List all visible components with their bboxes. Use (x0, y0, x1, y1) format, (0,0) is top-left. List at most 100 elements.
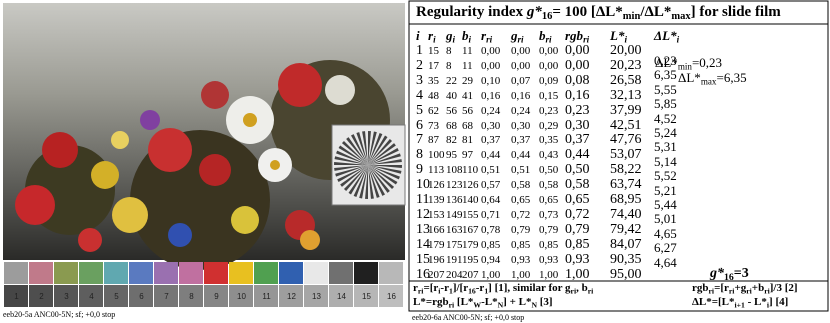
table-cell: 196 (428, 255, 445, 266)
delta-l-value: 5,14 (654, 155, 677, 168)
table-cell: 0,37 (511, 135, 530, 146)
text-run: i (433, 35, 436, 45)
table-cell: 207 (462, 270, 479, 281)
patch-label: 1 (14, 292, 19, 301)
table-cell: 100 (428, 150, 445, 161)
text-run: Regularity index (416, 4, 527, 20)
delta-max: ΔL*max=6,35 (678, 71, 747, 87)
table-cell: 11 (462, 46, 473, 57)
top-patch (204, 262, 228, 284)
table-cell: 204 (446, 270, 463, 281)
table-cell: 0,16 (511, 91, 530, 102)
table-cell: 0,72 (511, 210, 530, 221)
text-run: -r (440, 282, 449, 294)
table-cell: 195 (462, 255, 479, 266)
patch-label: 9 (214, 292, 219, 301)
table-cell: 0,73 (539, 210, 558, 221)
table-cell: 0,65 (565, 193, 590, 207)
table-cell: 32,13 (610, 89, 642, 103)
delta-l-value: 5,55 (654, 83, 677, 96)
table-cell: 26,58 (610, 74, 642, 88)
table-cell: 63,74 (610, 178, 642, 192)
table-cell: 0,00 (511, 61, 530, 72)
table-cell: 1,00 (511, 270, 530, 281)
text-run: [L* (454, 296, 473, 308)
patch-label: 14 (337, 292, 346, 301)
text-run: ] [4] (769, 296, 788, 308)
table-cell: 0,93 (511, 255, 530, 266)
top-patch (29, 262, 53, 284)
table-cell: 0,37 (481, 135, 500, 146)
delta-l-value: 5,31 (654, 140, 677, 153)
column-header: gri (511, 29, 524, 45)
table-cell: 0,30 (565, 119, 590, 133)
top-patch (354, 262, 378, 284)
delta-l-value: 0,23 (654, 54, 677, 67)
table-cell: 0,78 (481, 225, 500, 236)
patch-label: 6 (139, 292, 144, 301)
table-cell: 0,71 (481, 210, 500, 221)
text-run: g* (527, 4, 542, 20)
table-cell: 0,50 (565, 163, 590, 177)
text-run: ]/[r (453, 282, 468, 294)
table-cell: 0,85 (565, 238, 590, 252)
patch-label: 2 (39, 292, 44, 301)
delta-l-value: 4,52 (654, 112, 677, 125)
text-run: - L* (745, 296, 767, 308)
table-cell: 41 (462, 91, 473, 102)
table-cell: 48 (428, 91, 439, 102)
delta-l-value: 5,44 (654, 198, 677, 211)
text-run: ] [1], similar for g (488, 282, 570, 294)
table-cell: 126 (462, 180, 479, 191)
table-cell: 37,99 (610, 104, 642, 118)
table-cell: 0,72 (565, 208, 590, 222)
table-cell: 113 (428, 165, 444, 176)
table-cell: 179 (462, 240, 479, 251)
table-cell: 110 (462, 165, 478, 176)
table-cell: 40 (446, 91, 457, 102)
table-cell: 11 (462, 61, 473, 72)
table-cell: 8 (446, 46, 452, 57)
table-cell: 1,00 (539, 270, 558, 281)
delta-l-value: 5,21 (654, 184, 677, 197)
delta-l-value: 5,85 (654, 97, 677, 110)
top-patch (104, 262, 128, 284)
text-run: ΔL* (654, 28, 677, 43)
table-cell: 0,57 (481, 180, 500, 191)
table-cell: 68 (462, 121, 473, 132)
text-run: L*=rgb (413, 296, 449, 308)
text-run: +g (734, 282, 746, 294)
text-run: i (469, 35, 472, 45)
text-run: i (677, 35, 680, 45)
table-cell: 90,35 (610, 253, 642, 267)
table-cell: 179 (428, 240, 445, 251)
table-cell: 8 (446, 61, 452, 72)
page: 12345678910111213141516 eeb20-5a ANC00-5… (0, 0, 830, 323)
text-run: =3 (734, 266, 749, 281)
table-cell: 0,00 (511, 46, 530, 57)
table-cell: 68,95 (610, 193, 642, 207)
top-patch (279, 262, 303, 284)
table-cell: 0,85 (481, 240, 500, 251)
top-patch (254, 262, 278, 284)
table-cell: 17 (428, 61, 439, 72)
column-header: i (416, 29, 420, 42)
table-cell: 123 (446, 180, 463, 191)
table-cell: 9 (416, 163, 423, 177)
table-cell: 58,22 (610, 163, 642, 177)
table-cell: 0,35 (539, 135, 558, 146)
patch-label: 7 (164, 292, 169, 301)
text-run: W (473, 300, 481, 309)
text-run: =0,23 (692, 55, 722, 70)
delta-l-value: 5,24 (654, 126, 677, 139)
table-cell: 1,00 (565, 268, 590, 282)
table-cell: 7 (416, 133, 423, 147)
table-cell: 0,09 (539, 76, 558, 87)
table-cell: 140 (462, 195, 479, 206)
table-cell: 0,58 (511, 180, 530, 191)
text-run: ri (486, 35, 492, 45)
text-run: rgb (565, 28, 583, 43)
table-cell: 0,79 (539, 225, 558, 236)
text-run: ΔL* (678, 70, 701, 85)
